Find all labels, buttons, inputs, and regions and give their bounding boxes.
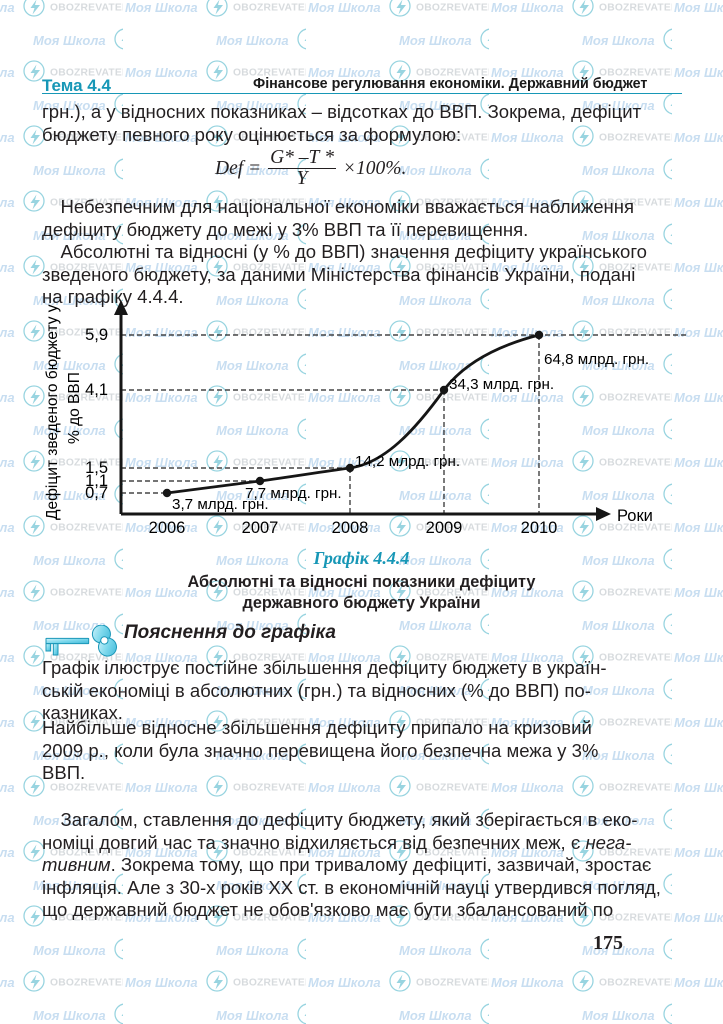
svg-text:34,3 млрд. грн.: 34,3 млрд. грн. <box>449 376 554 393</box>
svg-text:Дефіцит зведеного бюджету у: Дефіцит зведеного бюджету у <box>44 304 61 520</box>
svg-text:64,8 млрд. грн.: 64,8 млрд. грн. <box>544 351 649 368</box>
svg-text:0,7: 0,7 <box>85 484 108 502</box>
svg-text:14,2 млрд. грн.: 14,2 млрд. грн. <box>355 453 460 470</box>
svg-text:2006: 2006 <box>149 519 186 537</box>
svg-text:Роки: Роки <box>617 507 653 525</box>
svg-text:5,9: 5,9 <box>85 326 108 344</box>
svg-text:2009: 2009 <box>426 519 463 537</box>
svg-text:2007: 2007 <box>242 519 279 537</box>
svg-text:% до ВВП: % до ВВП <box>66 372 83 444</box>
svg-text:4,1: 4,1 <box>85 381 108 399</box>
svg-text:2010: 2010 <box>521 519 558 537</box>
svg-text:2008: 2008 <box>332 519 369 537</box>
svg-text:7,7 млрд. грн.: 7,7 млрд. грн. <box>245 485 342 502</box>
